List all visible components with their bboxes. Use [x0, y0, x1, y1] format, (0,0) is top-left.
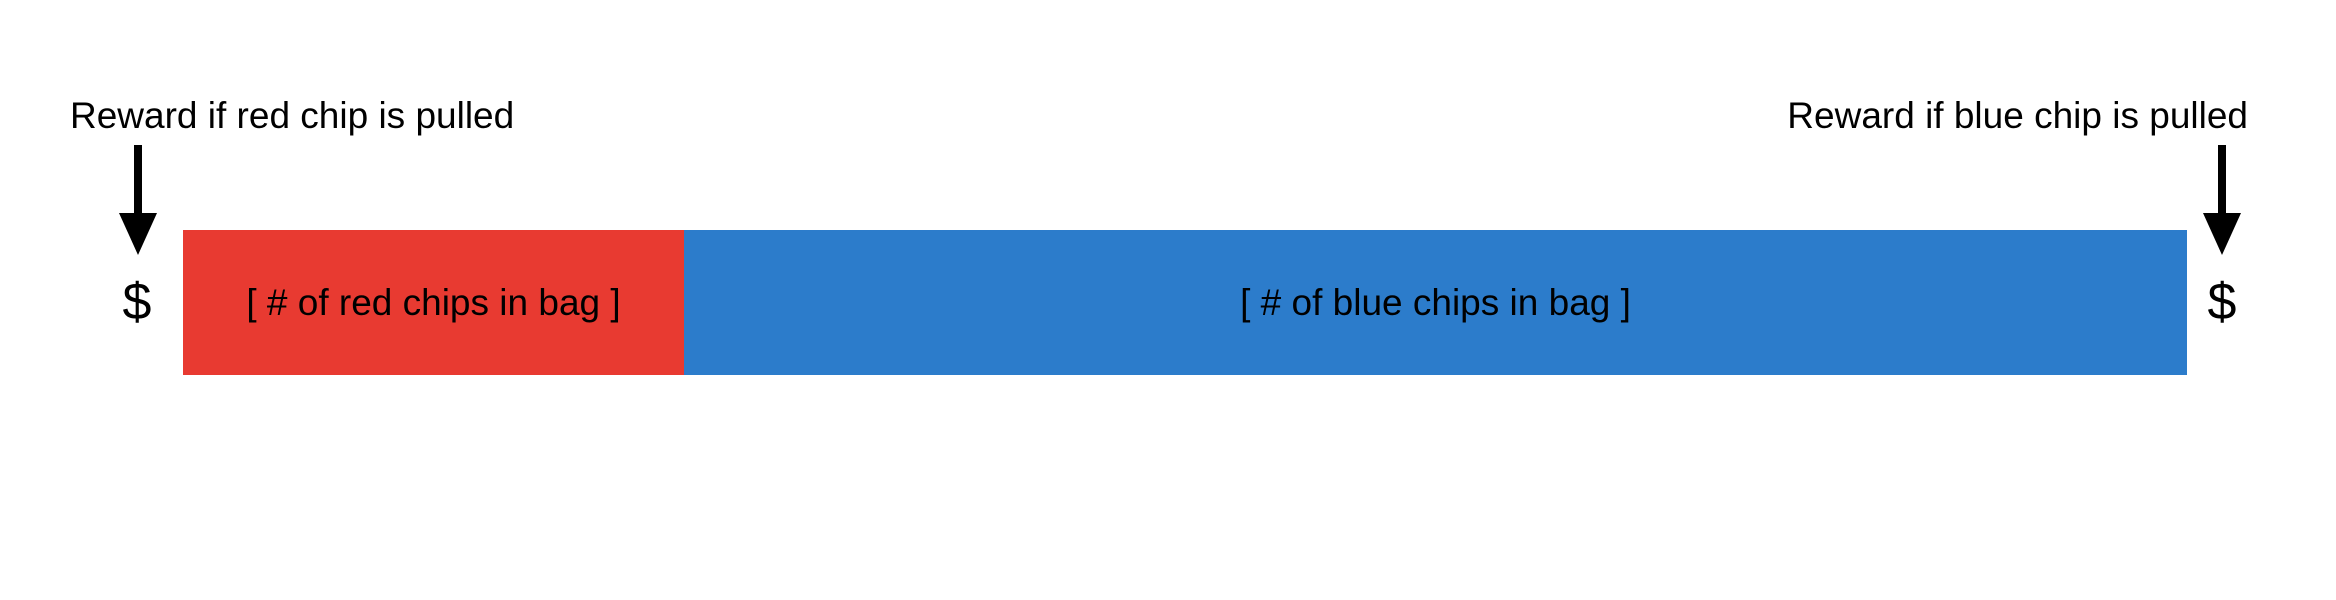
arrow-down-icon [2203, 145, 2241, 255]
blue-reward-label: Reward if blue chip is pulled [1787, 95, 2248, 136]
red-chips-segment: [ # of red chips in bag ] [183, 230, 684, 375]
blue-reward-dollar: $ [2207, 273, 2237, 331]
chip-count-bar: [ # of red chips in bag ] [ # of blue ch… [183, 230, 2187, 375]
blue-chips-segment: [ # of blue chips in bag ] [684, 230, 2187, 375]
red-reward-dollar: $ [122, 273, 152, 331]
red-chips-label: [ # of red chips in bag ] [246, 281, 621, 323]
blue-chips-label: [ # of blue chips in bag ] [1240, 281, 1631, 323]
red-reward-label: Reward if red chip is pulled [70, 95, 515, 136]
arrow-down-icon [119, 145, 157, 255]
